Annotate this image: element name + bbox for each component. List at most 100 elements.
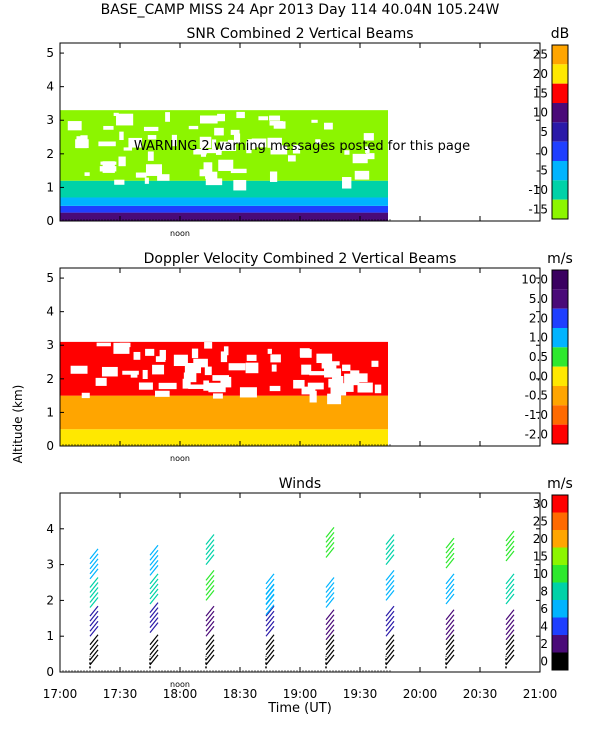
- data-gap: [328, 378, 342, 388]
- x-tick-label: 19:00: [283, 687, 318, 701]
- wind-barb: [505, 639, 515, 651]
- wind-barb: [385, 644, 395, 656]
- data-gap: [76, 136, 87, 149]
- colorbar-label: 10.0: [521, 273, 548, 287]
- y-tick-label: 2: [46, 147, 54, 161]
- wind-barb: [445, 542, 455, 554]
- wind-barb: [385, 574, 395, 586]
- colorbar-cell: [552, 617, 568, 635]
- data-gap: [193, 358, 208, 368]
- data-layer: [60, 180, 388, 198]
- warning-message: WARNING 2 warning messages posted for th…: [134, 139, 470, 154]
- wind-barb: [265, 644, 275, 656]
- data-gap: [186, 372, 195, 382]
- data-gap: [324, 368, 342, 378]
- wind-barb: [205, 610, 215, 622]
- data-gap: [70, 365, 88, 374]
- wind-barb: [265, 634, 275, 646]
- wind-barb: [325, 542, 335, 553]
- wind-barb: [445, 629, 455, 641]
- wind-barb: [89, 597, 99, 608]
- y-tick-label: 4: [46, 80, 54, 94]
- wind-barb: [385, 580, 395, 591]
- wind-barb: [505, 649, 515, 661]
- data-gap: [203, 380, 209, 391]
- data-layer: [60, 429, 388, 446]
- data-gap: [147, 135, 157, 140]
- data-gap: [119, 131, 124, 141]
- data-gap: [299, 348, 310, 357]
- colorbar-frame: [551, 44, 569, 220]
- wind-barb: [505, 530, 515, 542]
- colorbar-label: 10: [533, 567, 548, 581]
- colorbar-label: 0: [540, 144, 548, 158]
- wind-barb: [505, 634, 515, 646]
- colorbar-cell: [552, 600, 568, 618]
- data-gap: [204, 366, 212, 376]
- data-gap: [228, 363, 246, 371]
- wind-barb: [325, 639, 335, 651]
- wind-barb: [385, 649, 395, 661]
- wind-barb: [445, 557, 455, 569]
- data-gap: [133, 351, 141, 360]
- colorbar-cell: [552, 386, 568, 406]
- wind-barb: [325, 624, 335, 636]
- wind-barb: [205, 654, 215, 666]
- wind-barb: [205, 585, 215, 596]
- data-gap: [184, 362, 202, 374]
- x-axis-label: Time (UT): [267, 701, 332, 716]
- colorbar-unit: m/s: [547, 476, 573, 492]
- panel-title: Doppler Velocity Combined 2 Vertical Bea…: [144, 251, 457, 267]
- data-gap: [114, 179, 125, 185]
- wind-barb: [385, 654, 395, 666]
- wind-barb: [89, 563, 99, 575]
- data-gap: [212, 139, 217, 150]
- wind-barb: [89, 587, 99, 598]
- wind-barb: [265, 610, 275, 622]
- wind-barb: [385, 625, 395, 637]
- colorbar-label: 15: [533, 86, 548, 100]
- wind-barb: [385, 610, 395, 622]
- data-gap: [204, 342, 213, 349]
- colorbar-cell: [552, 122, 568, 142]
- data-gap: [246, 141, 252, 154]
- data-gap: [365, 153, 375, 160]
- colorbar-cell: [552, 141, 568, 161]
- wind-barb: [205, 644, 215, 656]
- wind-barb: [505, 654, 515, 666]
- data-gap: [271, 364, 277, 372]
- data-gap: [315, 139, 321, 145]
- wind-barb: [505, 588, 515, 600]
- data-gap: [103, 125, 114, 130]
- colorbar-label: -2.0: [525, 427, 548, 441]
- plot-frame: [59, 492, 541, 673]
- wind-barb: [89, 568, 99, 580]
- noon-label: noon: [170, 229, 190, 238]
- data-gap: [246, 354, 257, 361]
- wind-barb: [265, 654, 275, 666]
- colorbar-label: 0.0: [529, 369, 548, 383]
- y-tick-label: 1: [46, 180, 54, 194]
- wind-barb: [505, 550, 515, 562]
- wind-barb: [445, 537, 455, 549]
- data-gap: [118, 156, 126, 167]
- wind-barb: [265, 588, 275, 600]
- wind-barb: [89, 553, 99, 565]
- wind-barb: [89, 634, 99, 646]
- data-gap: [81, 392, 90, 399]
- data-gap: [342, 364, 351, 372]
- data-gap: [188, 125, 199, 130]
- data-gap: [239, 387, 257, 398]
- colorbar-cell: [552, 565, 568, 583]
- data-gap: [171, 134, 177, 147]
- wind-barb: [445, 573, 455, 585]
- data-gap: [287, 155, 296, 162]
- wind-barb: [89, 625, 99, 637]
- wind-barb: [265, 583, 275, 595]
- colorbar-label: 4: [540, 619, 548, 633]
- colorbar-cell: [552, 347, 568, 367]
- colorbar-label: 1.0: [529, 331, 548, 345]
- wind-barb: [385, 539, 395, 550]
- y-tick-label: 2: [46, 372, 54, 386]
